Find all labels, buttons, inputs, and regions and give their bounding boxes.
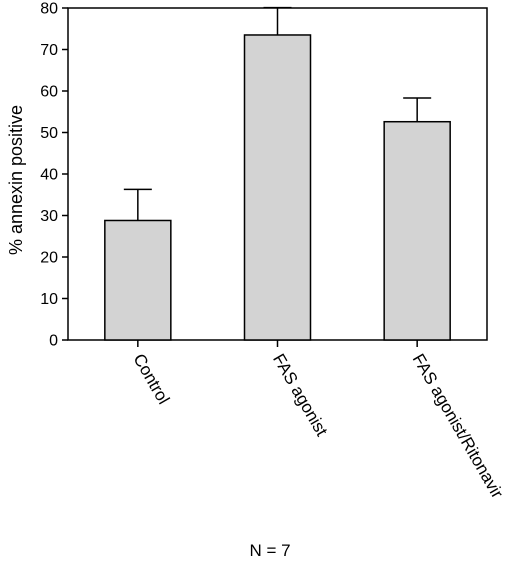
y-tick-label: 80 bbox=[40, 1, 58, 18]
y-axis-label: % annexin positive bbox=[6, 105, 26, 255]
sample-size-note: N = 7 bbox=[249, 541, 290, 560]
y-tick-label: 20 bbox=[40, 250, 58, 267]
y-tick-label: 30 bbox=[40, 208, 58, 225]
x-tick-label: Control bbox=[129, 351, 173, 408]
bar bbox=[243, 34, 312, 341]
plot-area: 0 10 20 30 40 50 60 70 80 Control FAS agonist FAS a… bbox=[40, 1, 507, 502]
y-tick-label: 40 bbox=[40, 167, 58, 184]
bar bbox=[104, 219, 172, 341]
x-tick-label: FAS agonist bbox=[269, 351, 331, 440]
x-tick-label: FAS agonist/Ritonavir bbox=[409, 351, 507, 502]
y-tick-label: 70 bbox=[40, 42, 58, 59]
bar bbox=[383, 120, 451, 341]
y-tick-label: 0 bbox=[49, 333, 58, 350]
y-tick-label: 60 bbox=[40, 84, 58, 101]
y-tick-label: 10 bbox=[40, 291, 58, 308]
y-tick-label: 50 bbox=[40, 125, 58, 142]
